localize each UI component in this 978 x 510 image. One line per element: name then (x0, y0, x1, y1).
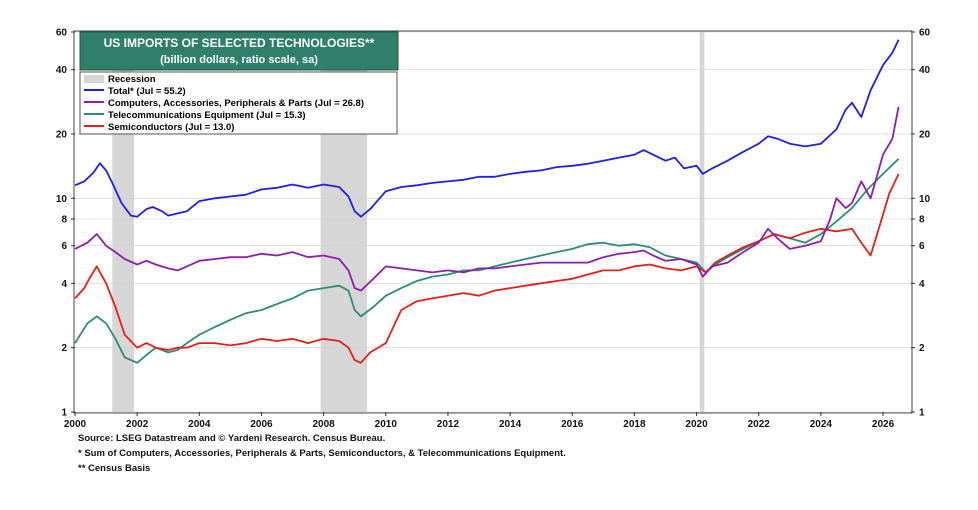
footer-note-census: ** Census Basis (78, 463, 151, 474)
xtick-label: 2014 (499, 419, 522, 430)
xtick-label: 2010 (375, 419, 398, 430)
xtick-label: 2022 (748, 419, 771, 430)
xtick-label: 2012 (437, 419, 460, 430)
y-axis-left: 1 2 4 6 8 10 20 40 60 (56, 28, 75, 419)
ytick-label-right: 1 (919, 408, 925, 419)
y-axis-right: 1 2 4 6 8 10 20 40 60 (911, 28, 931, 419)
chart-subtitle: (billion dollars, ratio scale, sa) (160, 54, 318, 66)
ytick-label-left: 60 (56, 28, 68, 39)
series-line-semiconductors (74, 173, 900, 364)
xtick-label: 2006 (250, 419, 273, 430)
footer-note-total: * Sum of Computers, Accessories, Periphe… (78, 448, 566, 459)
ytick-label-right: 60 (919, 28, 931, 39)
ytick-label-left: 6 (61, 241, 67, 252)
legend-label-total: Total* (Jul = 55.2) (108, 86, 186, 97)
series-line-total (74, 39, 900, 218)
ytick-label-right: 6 (919, 241, 925, 252)
ytick-label-left: 4 (61, 279, 67, 290)
series-line-computers (74, 106, 900, 292)
chart-title: US IMPORTS OF SELECTED TECHNOLOGIES** (104, 36, 375, 50)
legend-label-semiconductors: Semiconductors (Jul = 13.0) (108, 122, 234, 133)
xtick-label: 2008 (312, 419, 335, 430)
xtick-label: 2018 (623, 419, 646, 430)
legend-label-computers: Computers, Accessories, Peripherals & Pa… (108, 98, 364, 109)
ytick-label-right: 8 (919, 215, 925, 226)
x-axis: 2000 2002 2004 2006 2008 2010 2012 2014 2016 2018… (64, 412, 895, 430)
legend-swatch-recession (84, 75, 104, 83)
xtick-label: 2002 (126, 419, 149, 430)
series-line-telecom (74, 158, 900, 364)
ytick-label-left: 2 (61, 343, 67, 354)
ytick-label-right: 20 (919, 129, 931, 140)
legend: Recession Total* (Jul = 55.2) Computers,… (79, 71, 398, 135)
ytick-label-right: 40 (919, 65, 931, 76)
xtick-label: 2016 (561, 419, 584, 430)
ytick-label-right: 4 (919, 279, 925, 290)
ytick-label-left: 20 (56, 129, 68, 140)
xtick-label: 2004 (188, 419, 211, 430)
xtick-label: 2024 (810, 419, 833, 430)
ytick-label-left: 10 (56, 194, 68, 205)
recession-band-2 (699, 32, 705, 412)
ytick-label-right: 10 (919, 194, 931, 205)
legend-label-recession: Recession (108, 74, 156, 85)
series-lines (74, 39, 900, 364)
xtick-label: 2020 (685, 419, 708, 430)
ytick-label-left: 8 (61, 215, 67, 226)
xtick-label: 2000 (64, 419, 87, 430)
title-box: US IMPORTS OF SELECTED TECHNOLOGIES** (b… (79, 31, 399, 71)
xtick-label: 2026 (872, 419, 895, 430)
legend-label-telecom: Telecommunications Equipment (Jul = 15.3… (108, 110, 306, 121)
ytick-label-left: 40 (56, 65, 68, 76)
ytick-label-left: 1 (61, 408, 67, 419)
ytick-label-right: 2 (919, 343, 925, 354)
footer-source: Source: LSEG Datastream and © Yardeni Re… (78, 433, 386, 444)
